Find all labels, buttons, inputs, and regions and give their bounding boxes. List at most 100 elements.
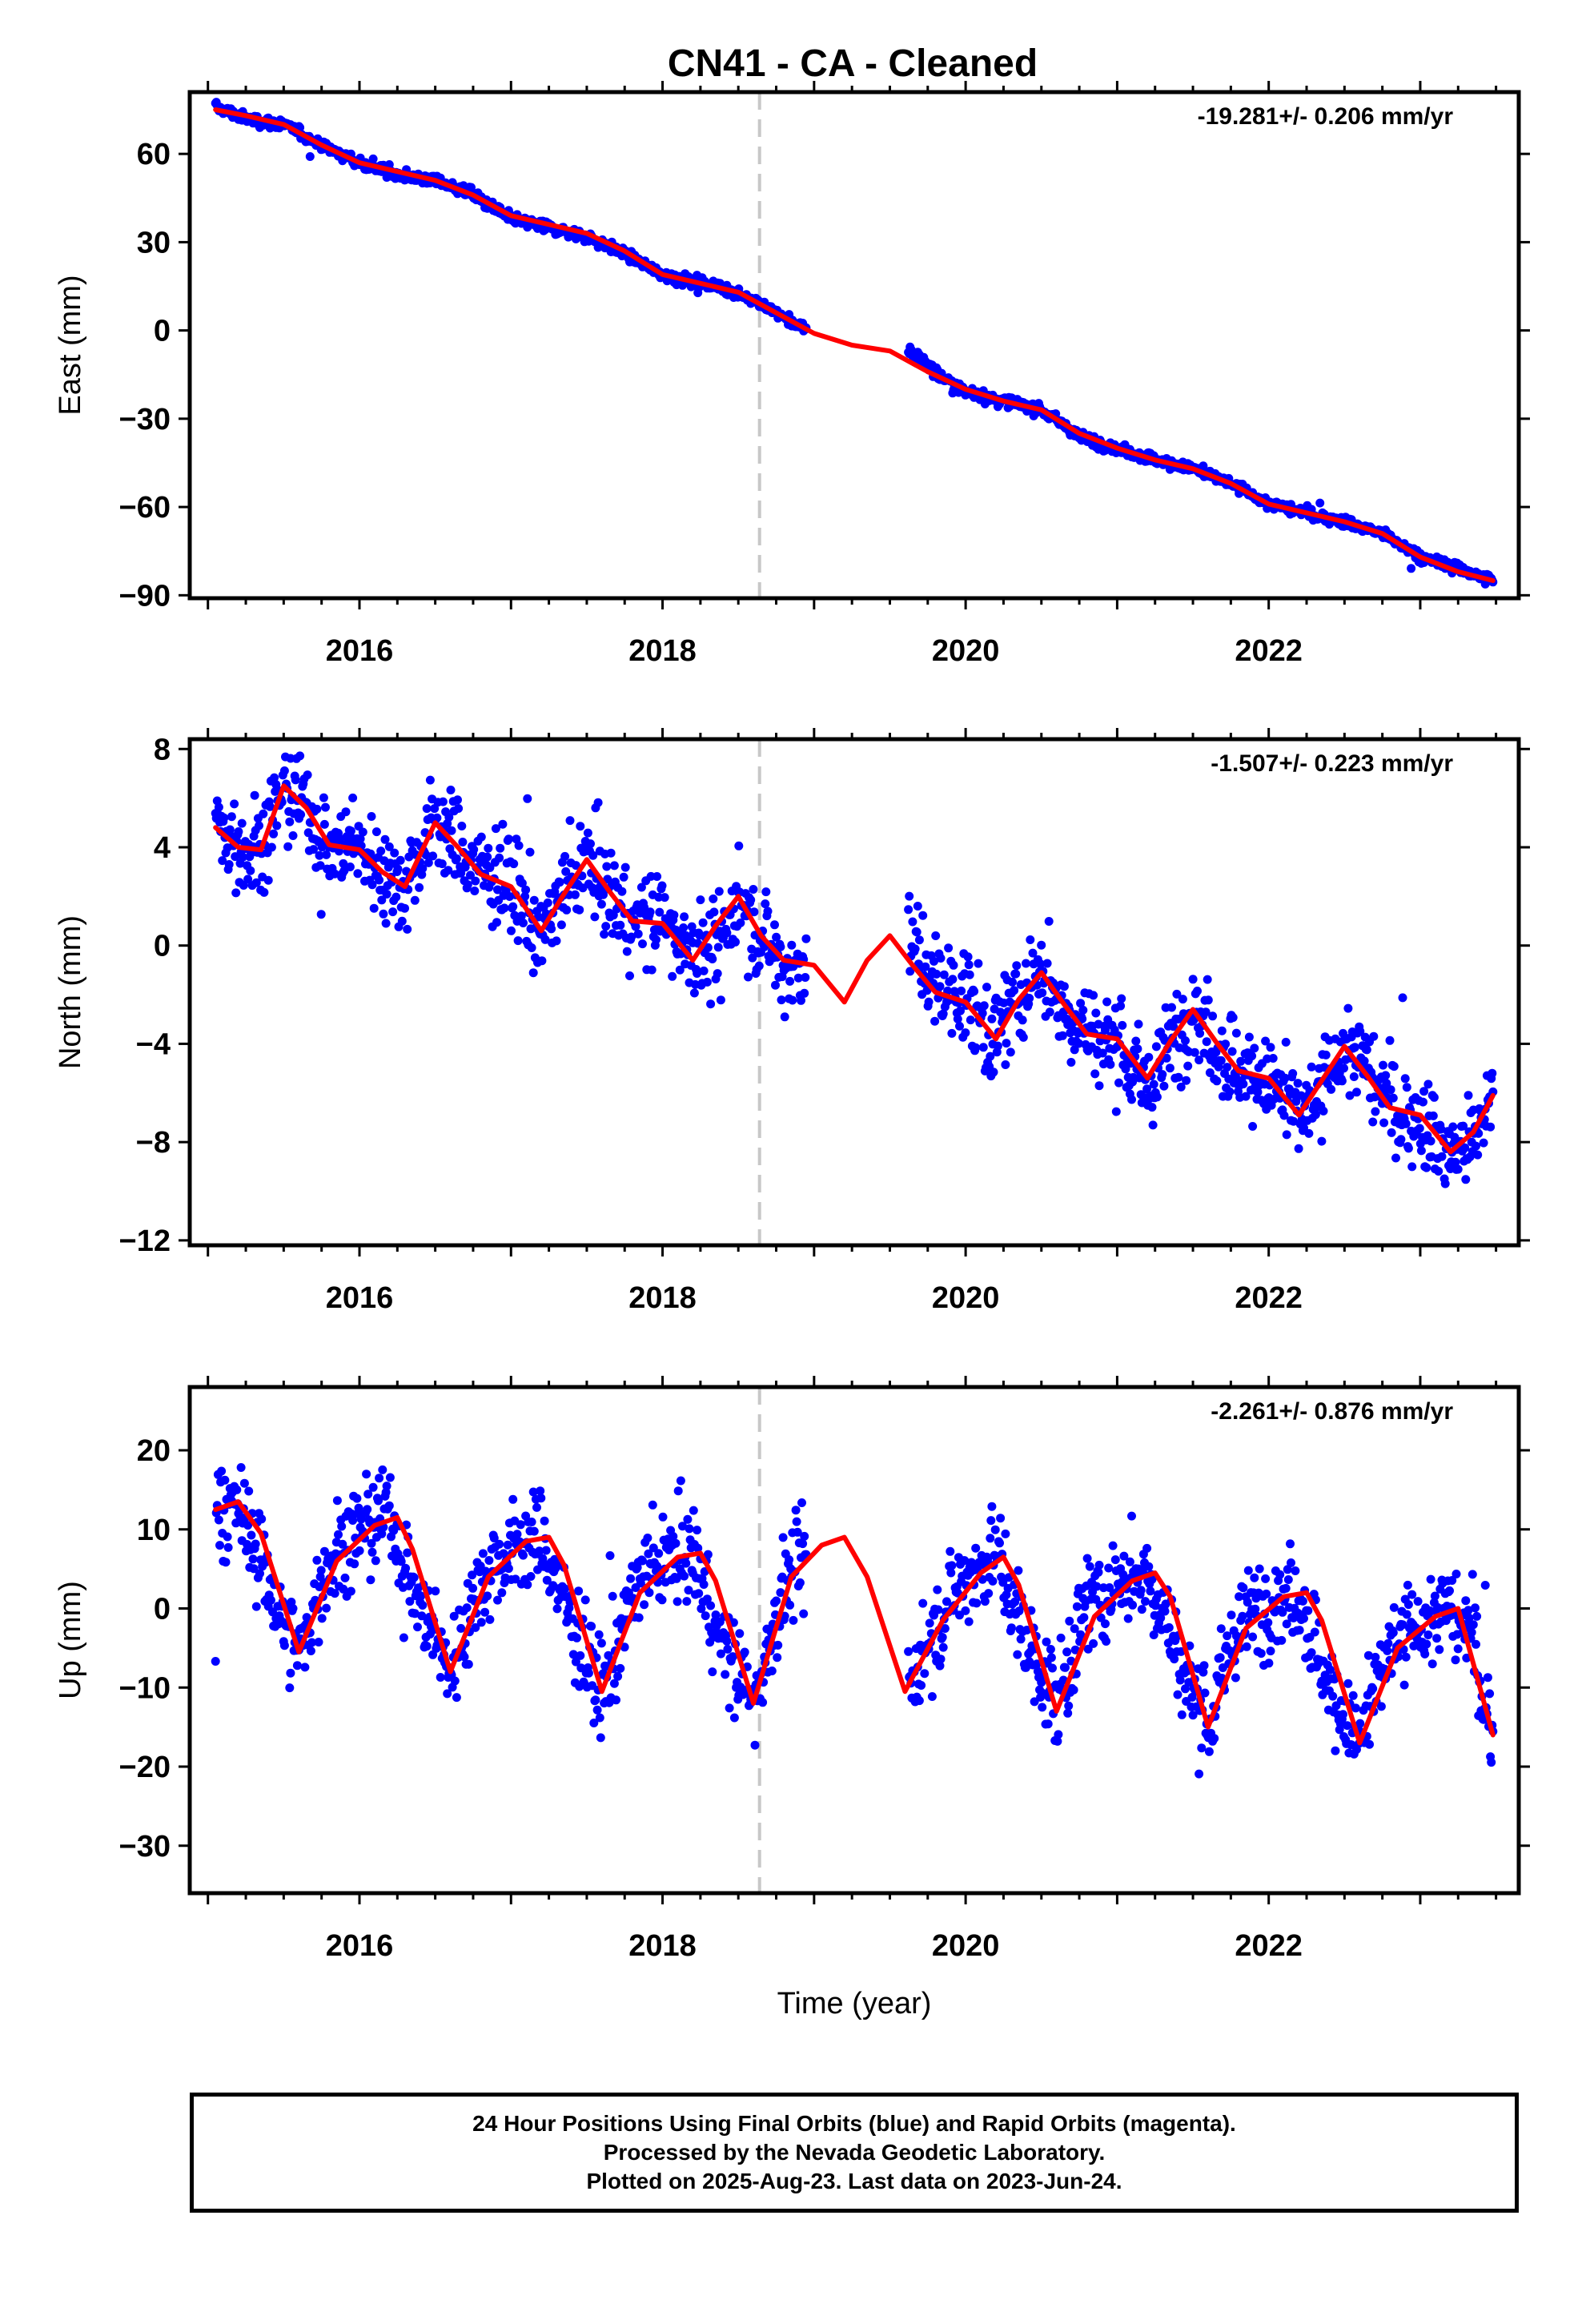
data-point bbox=[721, 1670, 730, 1679]
data-point bbox=[1022, 959, 1030, 968]
data-point bbox=[657, 881, 667, 891]
data-point bbox=[410, 895, 420, 905]
data-point bbox=[371, 1556, 380, 1566]
data-point bbox=[1448, 1122, 1458, 1132]
data-point bbox=[1350, 1043, 1359, 1052]
data-point bbox=[800, 988, 809, 998]
data-point bbox=[236, 1463, 246, 1472]
data-point bbox=[734, 841, 744, 850]
data-point bbox=[1451, 1655, 1460, 1665]
data-point bbox=[697, 1604, 706, 1614]
data-point bbox=[1349, 1072, 1359, 1081]
data-point bbox=[591, 1695, 600, 1705]
data-point bbox=[300, 1663, 310, 1672]
data-point bbox=[1281, 1037, 1291, 1047]
data-point bbox=[1013, 1650, 1022, 1659]
data-point bbox=[1223, 1063, 1232, 1072]
data-point bbox=[1311, 1110, 1320, 1120]
data-point bbox=[1348, 1691, 1358, 1700]
data-point bbox=[1403, 1580, 1412, 1590]
data-point bbox=[1152, 1092, 1162, 1102]
data-point bbox=[1239, 1080, 1248, 1089]
data-point bbox=[1310, 1627, 1319, 1637]
data-point bbox=[1250, 1573, 1259, 1582]
data-point bbox=[1253, 1088, 1263, 1097]
data-point bbox=[702, 977, 712, 987]
data-point bbox=[933, 1585, 942, 1594]
data-point bbox=[540, 1516, 549, 1526]
data-point bbox=[484, 843, 493, 853]
data-point bbox=[770, 920, 779, 930]
data-point bbox=[946, 1546, 955, 1556]
data-point bbox=[417, 1611, 427, 1621]
data-point bbox=[767, 1667, 777, 1675]
data-point bbox=[1368, 1117, 1378, 1127]
data-point bbox=[1250, 1043, 1259, 1053]
data-point bbox=[1078, 1005, 1088, 1015]
data-point bbox=[931, 931, 941, 940]
y-tick-label: −12 bbox=[119, 1224, 171, 1258]
data-point bbox=[452, 1693, 461, 1703]
data-point bbox=[1368, 1684, 1378, 1694]
data-point bbox=[647, 965, 656, 975]
data-point bbox=[368, 1482, 378, 1492]
data-point bbox=[285, 1683, 295, 1693]
data-point bbox=[995, 1538, 1004, 1548]
data-point bbox=[1278, 1607, 1287, 1617]
data-point bbox=[1275, 1570, 1285, 1579]
data-point bbox=[1452, 1570, 1461, 1578]
data-point bbox=[655, 907, 665, 917]
data-point bbox=[1435, 1645, 1444, 1655]
data-point bbox=[1127, 1511, 1136, 1521]
data-point bbox=[332, 1496, 342, 1506]
data-point bbox=[596, 1733, 605, 1743]
data-point bbox=[1291, 1096, 1301, 1106]
data-point bbox=[657, 1595, 667, 1605]
data-point bbox=[680, 912, 689, 922]
data-point bbox=[1197, 1743, 1207, 1753]
data-point bbox=[1249, 1076, 1259, 1085]
data-point bbox=[716, 995, 725, 1005]
data-point bbox=[1244, 1032, 1254, 1042]
data-point bbox=[396, 1557, 406, 1566]
data-point bbox=[1231, 1673, 1240, 1683]
data-point bbox=[1022, 1626, 1032, 1634]
data-point bbox=[1195, 1055, 1204, 1065]
data-point bbox=[1091, 1008, 1101, 1018]
data-point bbox=[375, 1474, 384, 1483]
data-point bbox=[1386, 1085, 1395, 1095]
data-point bbox=[379, 909, 388, 919]
data-point bbox=[1371, 1107, 1380, 1116]
data-point bbox=[306, 1647, 315, 1655]
data-point bbox=[214, 1515, 223, 1525]
data-point bbox=[366, 1575, 375, 1585]
data-point bbox=[234, 827, 243, 836]
data-point bbox=[529, 1526, 539, 1536]
data-point bbox=[1307, 1062, 1316, 1072]
data-point bbox=[466, 870, 475, 880]
data-point bbox=[970, 987, 979, 996]
data-point bbox=[1426, 1136, 1435, 1146]
data-point bbox=[279, 766, 289, 775]
data-point bbox=[319, 1546, 329, 1556]
data-point bbox=[1203, 975, 1212, 984]
data-point bbox=[243, 875, 253, 884]
data-point bbox=[1094, 1567, 1103, 1577]
data-point bbox=[380, 834, 390, 844]
data-point bbox=[443, 1689, 452, 1699]
data-point bbox=[1307, 1648, 1316, 1658]
data-point bbox=[601, 922, 611, 931]
data-point bbox=[547, 924, 556, 934]
rate-label: -2.261+/- 0.876 mm/yr bbox=[1211, 1398, 1453, 1425]
data-point bbox=[1419, 1087, 1429, 1096]
data-point bbox=[1182, 1076, 1191, 1085]
data-point bbox=[1415, 1124, 1424, 1133]
data-point bbox=[918, 911, 928, 920]
model-line bbox=[213, 783, 1496, 1155]
data-point bbox=[957, 986, 966, 995]
data-point bbox=[1430, 1591, 1439, 1601]
data-point bbox=[1303, 1606, 1313, 1615]
data-point bbox=[255, 1569, 264, 1578]
data-point bbox=[758, 1698, 768, 1707]
data-point bbox=[354, 1503, 363, 1513]
